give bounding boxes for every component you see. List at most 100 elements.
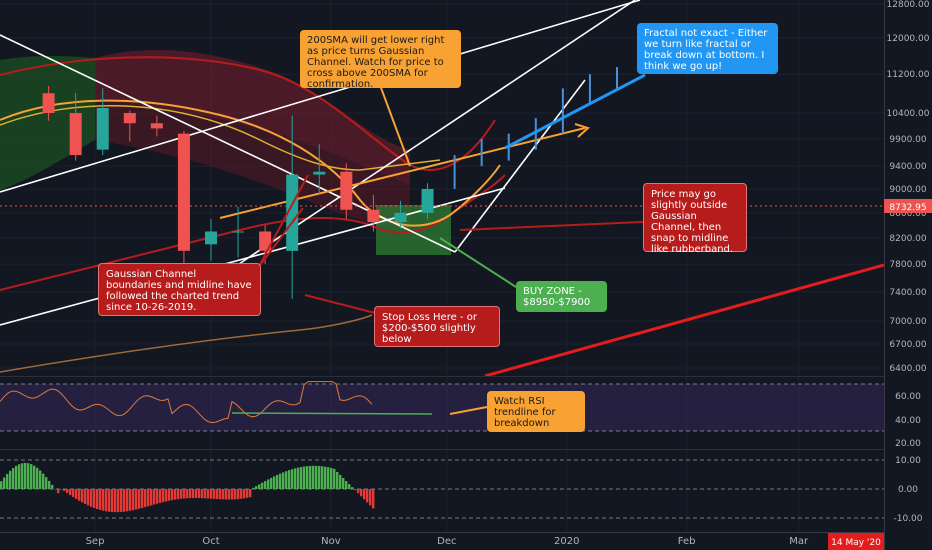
momentum-bar <box>240 489 243 499</box>
momentum-bar <box>126 489 129 512</box>
candle-body <box>150 123 163 129</box>
momentum-bar <box>342 477 345 489</box>
gaussian-channel-band-dark <box>95 100 410 235</box>
y-axis-labels: 12800.00 12000.00 11200.00 10400.00 9900.00 9… <box>887 0 930 524</box>
rsi-tick-label: 60.00 <box>895 392 921 402</box>
momentum-bar <box>291 469 294 489</box>
rsi-tick-label: 20.00 <box>895 439 921 449</box>
momentum-bar <box>303 466 306 489</box>
momentum-bar <box>108 489 111 512</box>
pointer-stop <box>304 294 376 314</box>
pointer-sma <box>379 84 411 167</box>
price-axis <box>884 0 932 550</box>
momentum-bar <box>261 482 264 489</box>
projection-group <box>453 67 618 189</box>
y-tick-label: 9400.00 <box>889 162 926 172</box>
pointer-gaussian-2 <box>257 174 309 269</box>
momentum-bar <box>81 489 84 503</box>
momentum-bar <box>9 470 12 489</box>
callout-rsi: Watch RSI trendline for breakdown <box>487 391 585 432</box>
momentum-bar <box>204 489 207 499</box>
projection-arrow <box>219 127 586 219</box>
momentum-bar <box>84 489 87 505</box>
momentum-bar <box>333 468 336 489</box>
momentum-bar <box>318 465 321 489</box>
momentum-bar <box>15 465 18 489</box>
momentum-bar <box>24 462 27 489</box>
rsi-trendline <box>231 412 433 415</box>
momentum-bar <box>69 489 72 496</box>
momentum-bar <box>93 489 96 509</box>
momentum-bar <box>213 489 216 499</box>
momentum-bar <box>99 489 102 510</box>
momentum-bar <box>0 481 3 489</box>
x-tick-label: Oct <box>202 536 219 547</box>
long-term-support <box>484 263 884 376</box>
momentum-bar <box>348 484 351 489</box>
momentum-bar <box>117 489 120 513</box>
y-tick-label: 6700.00 <box>889 340 926 350</box>
projection-arrow-head <box>574 123 590 138</box>
momentum-bar <box>195 489 198 499</box>
last-price-badge-bg <box>884 199 932 213</box>
momentum-bar <box>132 489 135 511</box>
candle-body <box>232 231 245 233</box>
y-tick-label: 7000.00 <box>889 317 926 327</box>
callout-outside-channel: Price may go slightly outside Gaussian C… <box>643 183 747 255</box>
x-tick-label: 2020 <box>554 536 579 547</box>
momentum-bar <box>300 466 303 489</box>
candle-body <box>394 212 407 223</box>
momentum-tick-label: 10.00 <box>895 456 921 466</box>
momentum-bar <box>249 489 252 498</box>
momentum-bar <box>339 474 342 489</box>
momentum-bar <box>267 479 270 489</box>
momentum-bar <box>207 489 210 499</box>
pointer-fractal <box>504 73 646 150</box>
momentum-bar <box>294 468 297 489</box>
momentum-bar <box>174 489 177 500</box>
candle-body <box>96 108 109 150</box>
momentum-bar <box>162 489 165 503</box>
momentum-bar <box>330 467 333 489</box>
momentum-bar <box>177 489 180 500</box>
rsi-band <box>0 384 884 431</box>
candle-body <box>259 231 272 251</box>
rsi-line <box>0 381 373 424</box>
momentum-bar <box>27 463 30 489</box>
momentum-bar <box>252 487 255 489</box>
candle-body <box>421 188 434 213</box>
momentum-bar <box>156 489 159 504</box>
midline-curve <box>0 99 501 227</box>
momentum-bar <box>129 489 132 511</box>
callout-stop-loss: Stop Loss Here - or $200-$500 slightly b… <box>374 306 500 347</box>
momentum-bar <box>345 481 348 489</box>
y-tick-label: 12000.00 <box>887 34 930 44</box>
y-tick-label: 9000.00 <box>889 185 926 195</box>
candles-group <box>42 85 434 299</box>
momentum-bar <box>51 484 54 489</box>
x-tick-label: Sep <box>86 536 105 547</box>
x-tick-label: Mar <box>789 536 809 547</box>
y-tick-label: 6400.00 <box>889 364 926 374</box>
momentum-bar <box>180 489 183 499</box>
rsi-tick-label: 40.00 <box>895 416 921 426</box>
sma-200 <box>0 104 441 171</box>
momentum-bar <box>288 470 291 489</box>
candle-body <box>286 174 299 251</box>
momentum-bar <box>225 489 228 500</box>
momentum-bar <box>372 489 375 509</box>
momentum-bar <box>219 489 222 500</box>
pointer-buy-zone <box>439 237 517 288</box>
gaussian-channel-band-green <box>0 55 95 191</box>
momentum-bar <box>102 489 105 511</box>
momentum-bar <box>39 470 42 489</box>
trendline-channel-bottom <box>0 187 506 326</box>
candle-body <box>69 113 82 156</box>
momentum-bar <box>111 489 114 513</box>
callout-gaussian: Gaussian Channel boundaries and midline … <box>98 263 261 316</box>
momentum-bar <box>30 464 33 489</box>
momentum-bar <box>222 489 225 500</box>
y-tick-label: 7800.00 <box>889 260 926 270</box>
momentum-bar <box>363 489 366 500</box>
